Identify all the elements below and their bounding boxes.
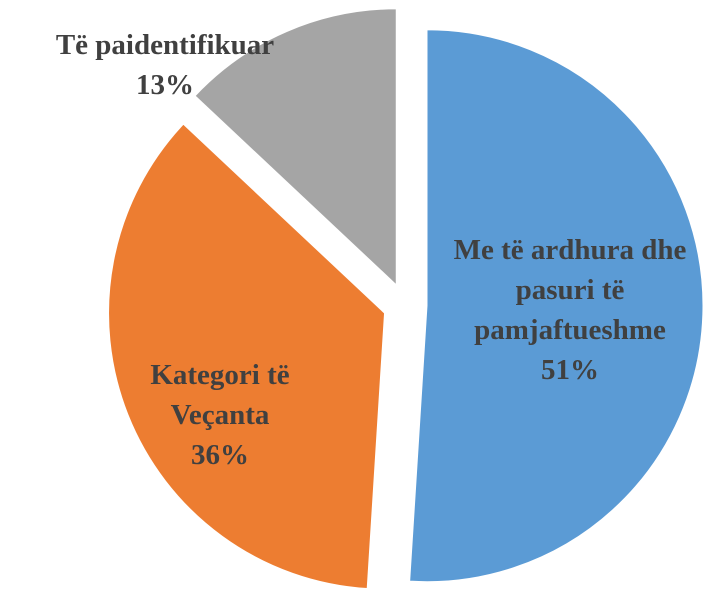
pie-slice bbox=[108, 123, 386, 590]
pie-slice bbox=[194, 8, 397, 286]
category-name: Të paidentifikuar bbox=[55, 29, 275, 61]
slice-label: Me të ardhura dhe pasuri të pamjaftueshm… bbox=[450, 230, 690, 390]
value-label: 51% bbox=[541, 354, 599, 386]
slice-label: Të paidentifikuar 13% bbox=[56, 25, 274, 105]
value-label: 13% bbox=[136, 69, 194, 101]
category-name: Kategori të Veçanta bbox=[150, 359, 290, 431]
pie-slice bbox=[409, 29, 704, 583]
category-name: Me të ardhura dhe pasuri të pamjaftueshm… bbox=[453, 234, 687, 346]
value-label: 36% bbox=[191, 439, 249, 471]
slice-label: Kategori të Veçanta 36% bbox=[125, 355, 315, 475]
